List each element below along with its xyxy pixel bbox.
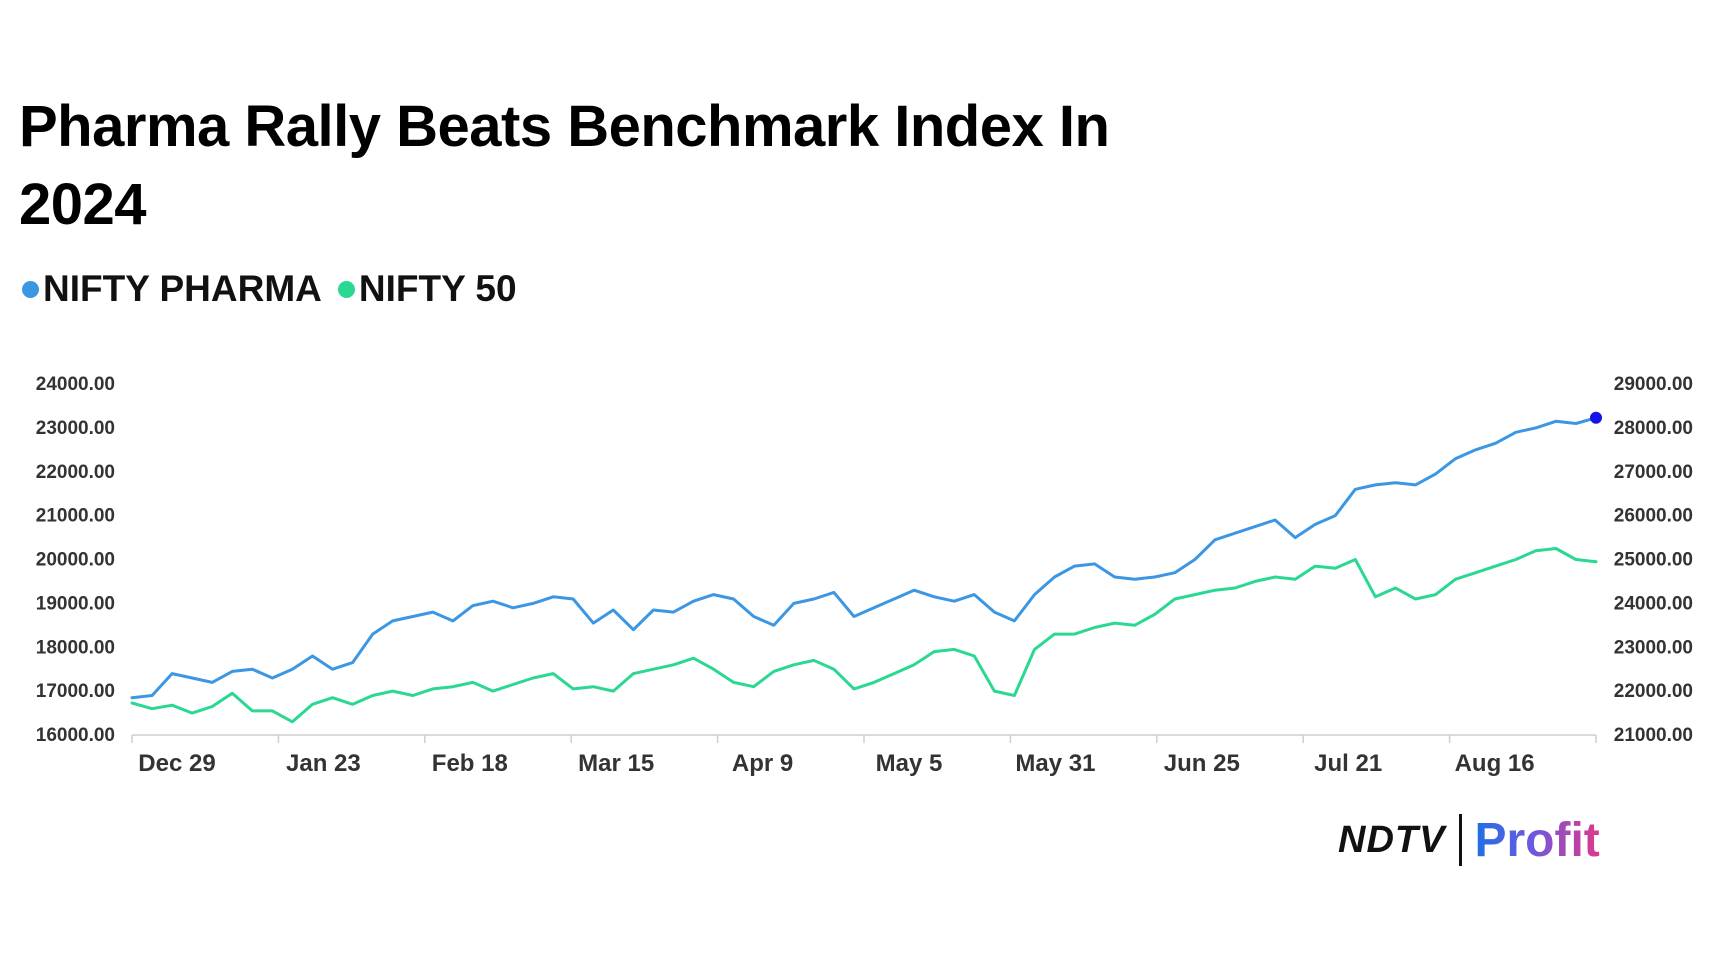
y-left-tick-label: 16000.00 — [36, 725, 115, 746]
x-tick-label: Mar 15 — [578, 750, 654, 777]
x-tick-label: Apr 9 — [732, 750, 793, 777]
y-left-tick-label: 19000.00 — [36, 593, 115, 614]
x-tick-label: May 31 — [1015, 750, 1095, 777]
legend-item-nifty-pharma[interactable]: NIFTY PHARMA — [22, 268, 322, 310]
series-line-nifty-50 — [130, 547, 1598, 724]
y-left-tick-label: 23000.00 — [36, 418, 115, 439]
last-point-marker — [1590, 411, 1602, 424]
brand-divider — [1459, 814, 1463, 866]
y-left-tick-label: 17000.00 — [36, 681, 115, 702]
legend-swatch-nifty-50 — [337, 280, 355, 298]
chart-legend: NIFTY PHARMA NIFTY 50 — [22, 268, 533, 310]
x-tick-label: Feb 18 — [432, 750, 508, 777]
y-right-tick-label: 27000.00 — [1614, 462, 1693, 483]
y-left-tick-label: 20000.00 — [36, 550, 115, 571]
y-left-tick-label: 18000.00 — [36, 637, 115, 658]
x-tick-label: May 5 — [876, 750, 943, 777]
chart-title: Pharma Rally Beats Benchmark Index In 20… — [19, 94, 1110, 237]
y-right-tick-label: 25000.00 — [1614, 550, 1693, 571]
series-line-nifty-pharma — [130, 416, 1598, 700]
y-left-tick-label: 22000.00 — [36, 462, 115, 483]
brand-logo: NDTV Profit — [1338, 812, 1600, 868]
x-tick-label: Jun 25 — [1164, 750, 1240, 777]
legend-item-nifty-50[interactable]: NIFTY 50 — [337, 268, 517, 310]
x-tick-label: Dec 29 — [138, 750, 215, 777]
y-left-tick-label: 24000.00 — [36, 374, 115, 395]
y-right-tick-label: 22000.00 — [1614, 681, 1693, 702]
y-right-tick-label: 23000.00 — [1614, 637, 1693, 658]
y-right-tick-label: 26000.00 — [1614, 506, 1693, 527]
x-tick-label: Jan 23 — [286, 750, 361, 777]
x-tick-label: Jul 21 — [1314, 750, 1382, 777]
legend-swatch-nifty-pharma — [22, 280, 39, 298]
y-right-tick-label: 21000.00 — [1614, 725, 1693, 746]
y-right-tick-label: 24000.00 — [1614, 593, 1693, 614]
y-right-tick-label: 28000.00 — [1614, 418, 1693, 439]
legend-label-nifty-pharma: NIFTY PHARMA — [43, 268, 322, 309]
x-tick-label: Aug 16 — [1455, 750, 1535, 777]
y-left-tick-label: 21000.00 — [36, 506, 115, 527]
legend-label-nifty-50: NIFTY 50 — [358, 268, 517, 309]
brand-ndtv: NDTV — [1338, 818, 1446, 861]
y-right-tick-label: 29000.00 — [1614, 374, 1693, 395]
brand-profit: Profit — [1474, 813, 1600, 867]
